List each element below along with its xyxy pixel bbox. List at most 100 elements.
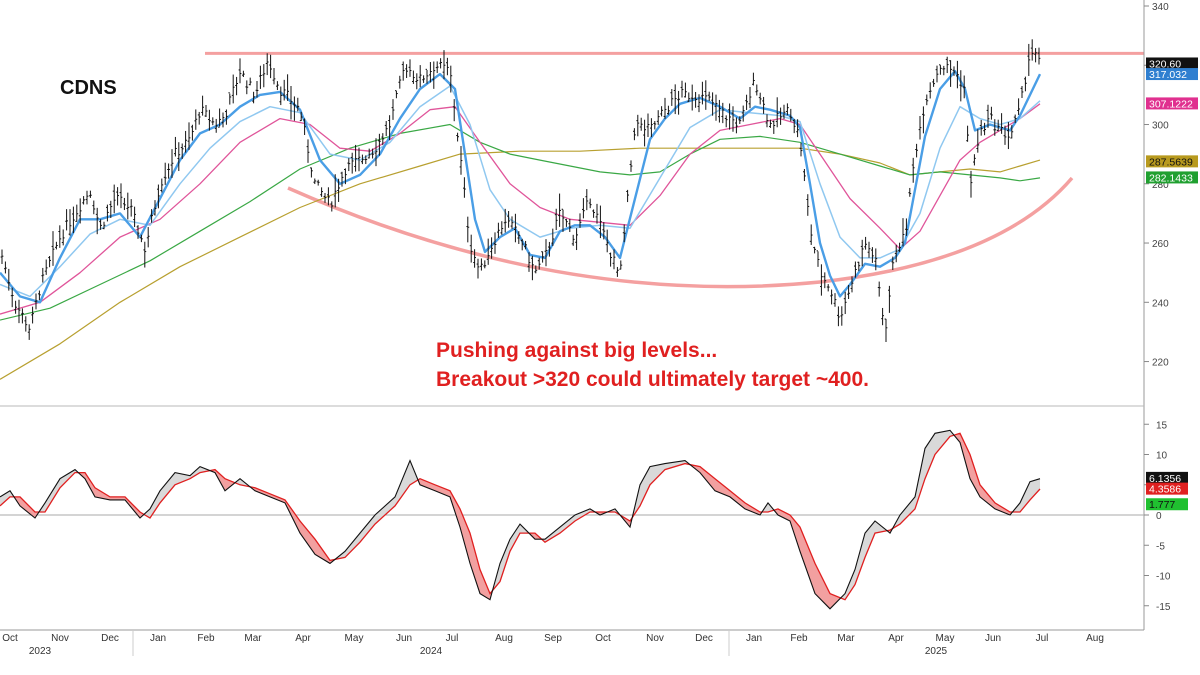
price-bar [490,237,493,259]
price-bar [792,118,796,134]
osc-fill-segment [436,485,438,493]
price-bar [442,50,446,80]
price-value-label-text: 317.032 [1149,69,1187,81]
price-bar [320,187,323,197]
osc-fill-segment [444,488,446,496]
price-bar [986,104,990,128]
price-bar [72,206,75,234]
price-bar [140,234,143,243]
price-bar [687,92,691,102]
price-bar [514,213,517,243]
price-bar [425,68,429,84]
price-bar [527,252,531,272]
price-bar [95,207,99,235]
price-bar [901,218,905,247]
osc-fill-segment [654,465,656,481]
price-bar [146,227,150,248]
osc-fill-segment [804,536,806,569]
price-bar [864,236,867,250]
x-month-label: May [936,633,955,644]
osc-fill-segment [374,514,376,526]
osc-fill-segment [864,531,866,561]
price-bar [1017,98,1020,115]
x-month-label: May [345,633,364,644]
osc-fill-segment [166,481,168,496]
osc-fill-segment [956,433,958,440]
price-bar [245,80,249,95]
osc-fill-segment [164,483,166,499]
price-bar [1027,43,1031,76]
price-bar [633,128,636,141]
price-bar [221,112,225,128]
price-bar [694,91,697,108]
price-bar [643,119,646,147]
osc-fill-segment [798,524,800,552]
osc-fill-segment [818,569,820,599]
price-bar [177,142,181,172]
price-bar [650,118,653,138]
price-bar [806,194,810,216]
x-month-label: Oct [2,633,18,644]
price-bar [605,229,609,253]
price-bar [867,241,871,258]
price-bar [51,231,55,266]
osc-fill-segment [912,498,914,512]
price-bar [541,251,544,263]
osc-fill-segment [942,431,944,447]
osc-fill-segment [392,497,394,509]
price-bar [395,90,398,99]
price-bar [969,170,973,198]
price-bar [289,85,293,120]
osc-fill-segment [788,513,790,522]
osc-fill-segment [970,454,972,483]
price-bar [959,70,963,102]
osc-fill-segment [476,554,478,588]
osc-fill-segment [636,493,638,512]
osc-fill-segment [406,465,408,491]
price-value-label: 282.1433 [1146,171,1198,184]
price-value-label: 287.5639 [1146,155,1198,168]
price-bar [843,291,847,315]
osc-fill-segment [60,477,62,488]
price-bar [48,255,51,268]
price-bar [293,96,296,121]
price-bar [544,239,548,267]
price-bar [68,209,72,236]
osc-fill-segment [674,461,676,467]
price-bar [330,201,334,212]
osc-fill-segment [464,518,466,549]
osc-fill-segment [100,490,102,499]
price-bar [337,178,340,202]
osc-fill-segment [820,573,822,601]
osc-fill-segment [638,484,640,509]
price-bar [1010,125,1014,139]
price-bar [170,149,174,179]
x-month-label: Aug [495,633,513,644]
osc-fill-segment [800,527,802,557]
osc-value-label: 4.3586 [1146,482,1188,496]
price-bar [752,72,755,86]
price-bar [150,209,153,223]
osc-fill-segment [776,508,778,515]
osc-fill-segment [302,523,304,539]
x-month-label: Jun [985,633,1001,644]
osc-fill-segment [802,531,804,563]
price-bar [10,287,14,308]
price-bar [367,148,371,159]
osc-fill-segment [900,512,902,525]
price-bar [310,167,313,178]
osc-fill-segment [178,473,180,484]
price-bar [510,216,514,229]
osc-fill-segment [940,431,942,449]
price-bar [0,249,4,264]
price-value-label-text: 282.1433 [1149,172,1193,184]
osc-fill-segment [434,484,436,492]
osc-fill-segment [1034,479,1036,496]
osc-fill-segment [670,462,672,469]
osc-fill-segment [468,528,470,564]
price-bar [925,94,929,106]
osc-fill-segment [170,476,172,491]
osc-fill-segment [470,533,472,570]
price-bar [61,229,65,246]
